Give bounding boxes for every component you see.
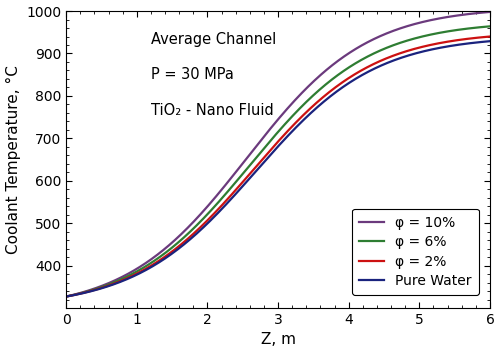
φ = 2% [310,104,316,109]
Y-axis label: Coolant Temperature, °C: Coolant Temperature, °C [6,65,20,254]
φ = 10% [384,31,390,35]
φ = 2% [428,43,434,47]
φ = 10% [310,80,316,85]
φ = 6% [320,84,326,89]
φ = 2% [89,288,95,293]
φ = 2% [63,294,69,299]
Line: φ = 2%: φ = 2% [66,36,490,297]
Text: P = 30 MPa: P = 30 MPa [151,67,234,83]
φ = 10% [487,10,493,14]
φ = 6% [63,294,69,299]
φ = 2% [320,95,326,99]
Line: φ = 6%: φ = 6% [66,26,490,297]
φ = 2% [333,85,339,89]
φ = 2% [487,34,493,38]
Pure Water [333,90,339,94]
φ = 10% [428,18,434,22]
Legend: φ = 10%, φ = 6%, φ = 2%, Pure Water: φ = 10%, φ = 6%, φ = 2%, Pure Water [352,209,479,295]
φ = 6% [89,288,95,292]
Text: Average Channel: Average Channel [151,32,276,47]
φ = 6% [487,24,493,29]
φ = 10% [333,60,339,64]
Pure Water [63,294,69,299]
Pure Water [384,61,390,65]
φ = 10% [89,287,95,292]
Pure Water [89,289,95,293]
φ = 6% [310,94,316,98]
Line: φ = 10%: φ = 10% [66,12,490,297]
φ = 2% [384,56,390,60]
Text: TiO₂ - Nano Fluid: TiO₂ - Nano Fluid [151,103,274,118]
Pure Water [320,100,326,104]
φ = 10% [320,70,326,74]
φ = 6% [428,32,434,37]
Line: Pure Water: Pure Water [66,41,490,297]
φ = 10% [63,294,69,299]
φ = 6% [384,45,390,49]
X-axis label: Z, m: Z, m [260,333,296,347]
φ = 6% [333,74,339,78]
Pure Water [428,48,434,52]
Pure Water [310,109,316,114]
Pure Water [487,39,493,43]
